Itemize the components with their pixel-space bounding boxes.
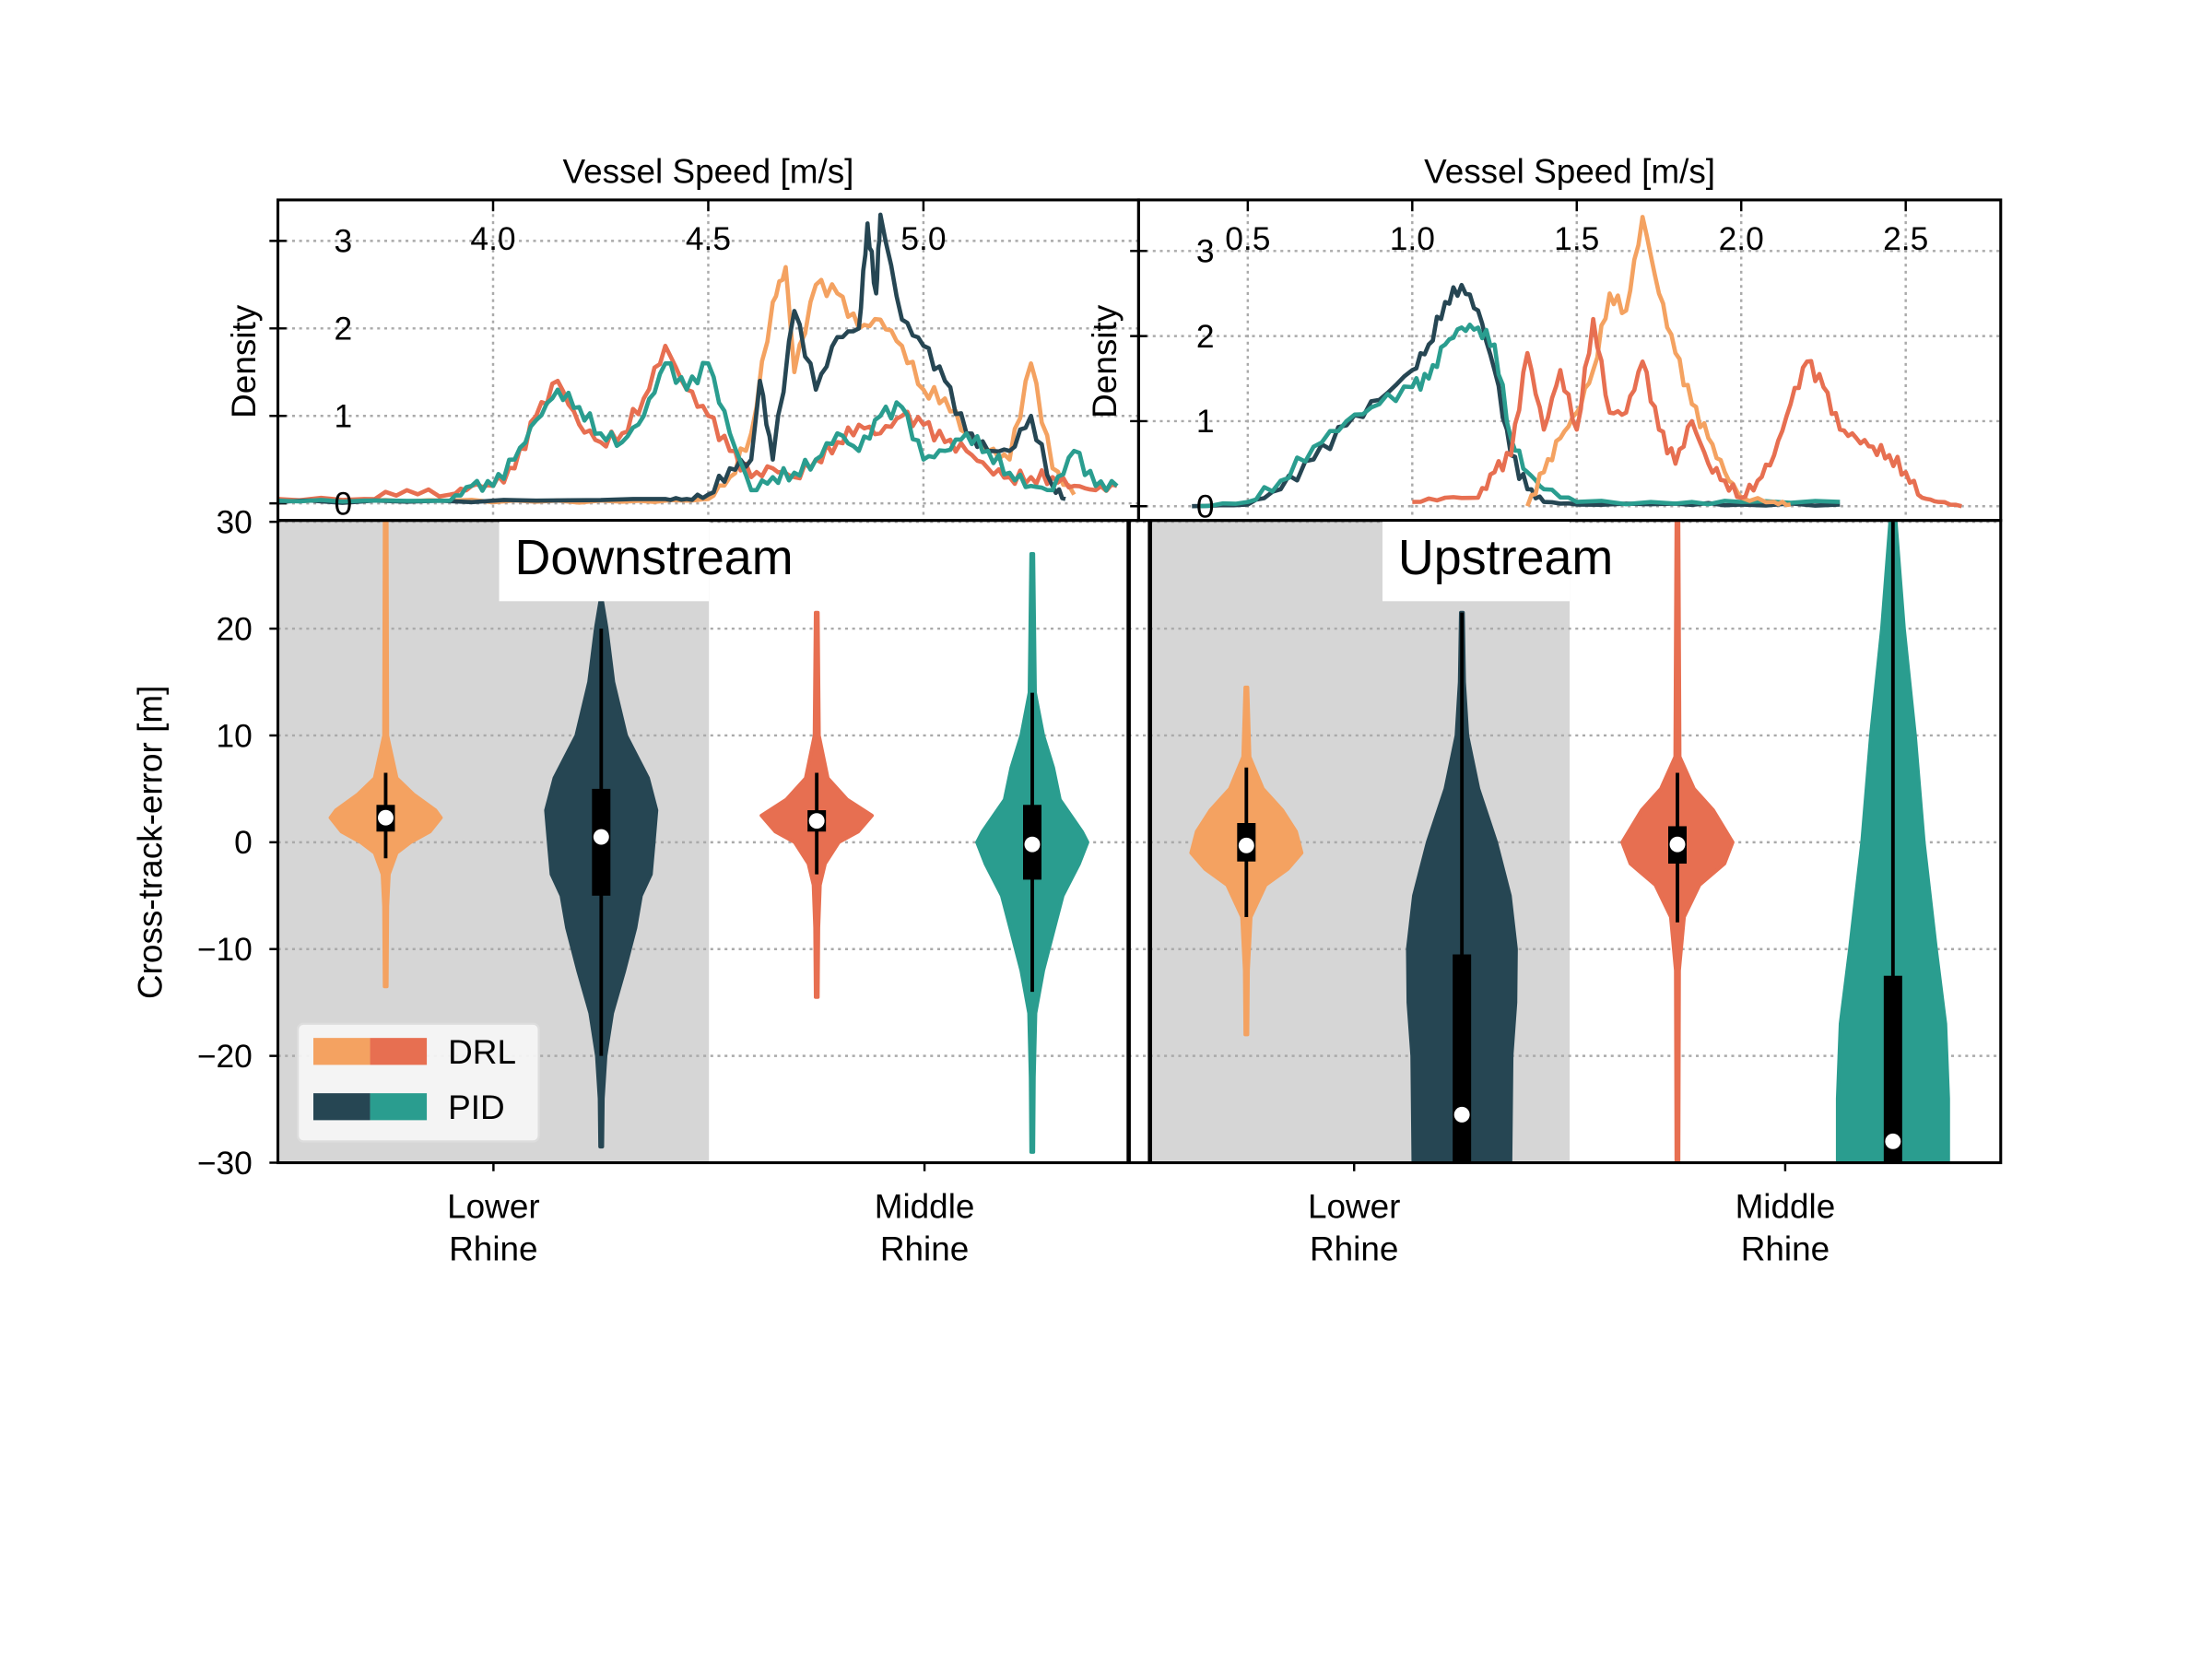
category-label: Lower	[1308, 1188, 1401, 1226]
category-label: Rhine	[1741, 1230, 1830, 1268]
top-left-ytick-label: 2	[334, 312, 352, 347]
upstream-lower-rhine-drl-median-dot	[1238, 837, 1254, 853]
top-left-ytick-label: 1	[334, 399, 352, 435]
top-right-density-line-pid	[1192, 282, 1841, 509]
upstream-lower-rhine-pid-median-dot	[1453, 1106, 1470, 1123]
category-label: Middle	[875, 1188, 975, 1226]
upstream-middle-rhine-pid-median-dot	[1885, 1133, 1901, 1149]
top-left-xtick-label: 4.0	[470, 221, 515, 257]
upstream-lower-rhine-pid-iqr-box	[1453, 954, 1472, 1163]
top-right-xlabel: Vessel Speed [m/s]	[1424, 152, 1715, 190]
top-right-xtick-label: 1.0	[1390, 221, 1435, 257]
top-right-ytick-label: 1	[1196, 404, 1215, 440]
legend-label: PID	[448, 1088, 505, 1126]
top-right-density-line-drl	[1525, 215, 1792, 508]
bottom-ytick-label: −20	[197, 1039, 253, 1075]
top-left-ytick-label: 3	[334, 224, 352, 260]
category-label: Rhine	[449, 1230, 537, 1268]
bottom-axes-frame	[276, 519, 2003, 1165]
top-right-ytick-label: 0	[1196, 489, 1215, 525]
legend-swatch-pid-middle	[370, 1093, 428, 1121]
section-title: Downstream	[514, 530, 793, 585]
legend-label: DRL	[448, 1033, 516, 1071]
upstream-middle-rhine-pid-iqr-box	[1883, 975, 1902, 1163]
top-left-density-line-pid	[277, 212, 1066, 505]
downstream-lower-rhine-pid-median-dot	[593, 829, 609, 845]
top-right-ylabel: Density	[1086, 304, 1124, 418]
bottom-ylabel: Cross-track-error [m]	[131, 686, 169, 999]
legend-swatch-drl-lower	[313, 1038, 371, 1065]
top-right-xtick-label: 1.5	[1554, 221, 1599, 257]
top-left-ytick-label: 0	[334, 486, 352, 522]
legend-swatch-pid-lower	[313, 1093, 371, 1121]
bottom-ytick-label: 30	[216, 504, 252, 540]
section-title-box	[499, 522, 710, 602]
top-left-xtick-label: 4.5	[686, 221, 731, 257]
section-title: Upstream	[1398, 530, 1613, 585]
top-right-ytick-label: 2	[1196, 319, 1215, 355]
top-left-ylabel: Density	[225, 304, 263, 418]
category-label: Rhine	[1310, 1230, 1398, 1268]
top-right-ytick-label: 3	[1196, 234, 1215, 270]
bottom-ytick-label: 20	[216, 611, 252, 647]
upstream-middle-rhine-drl-median-dot	[1669, 836, 1686, 853]
top-left-xlabel: Vessel Speed [m/s]	[563, 152, 854, 190]
downstream-lower-rhine-drl-violin	[328, 520, 443, 989]
downstream-middle-rhine-pid-median-dot	[1024, 836, 1041, 853]
top-right-xtick-label: 2.0	[1719, 221, 1764, 257]
category-label: Lower	[447, 1188, 540, 1226]
section-title-box	[1382, 522, 1571, 602]
top-right-xtick-label: 2.5	[1883, 221, 1928, 257]
top-left-density-line-pid	[277, 360, 1119, 504]
top-right-density-line-pid	[1198, 323, 1841, 509]
top-right-xtick-label: 0.5	[1225, 221, 1270, 257]
downstream-lower-rhine-drl-median-dot	[378, 809, 394, 826]
category-label: Rhine	[880, 1230, 969, 1268]
top-left-xtick-label: 5.0	[900, 221, 946, 257]
top-left-density-line-drl	[277, 343, 1118, 503]
bottom-ytick-label: 0	[234, 825, 253, 861]
legend-swatch-drl-middle	[370, 1038, 428, 1065]
downstream-middle-rhine-drl-median-dot	[808, 813, 825, 830]
bottom-ytick-label: −30	[197, 1146, 253, 1182]
top-right-density-line-drl	[1412, 316, 1962, 509]
bottom-ytick-label: −10	[197, 932, 253, 968]
bottom-ytick-label: 10	[216, 718, 252, 754]
category-label: Middle	[1735, 1188, 1836, 1226]
